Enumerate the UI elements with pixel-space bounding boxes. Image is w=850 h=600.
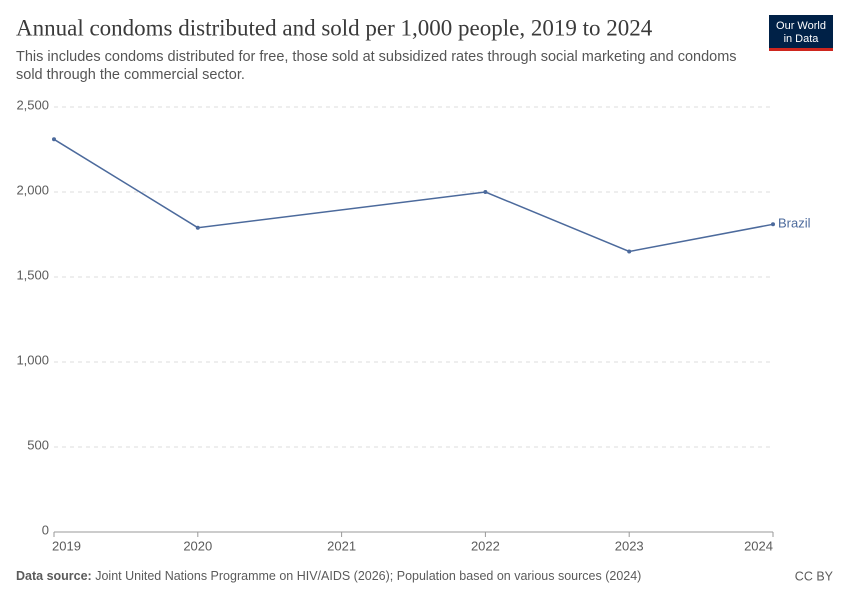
y-tick-label: 2,000: [16, 182, 49, 197]
data-point: [627, 249, 632, 254]
y-tick-label: 1,500: [16, 267, 49, 282]
source: Data source: Joint United Nations Progra…: [16, 569, 641, 583]
source-label: Data source:: [16, 569, 92, 583]
x-tick-label: 2020: [183, 538, 212, 553]
y-tick-label: 0: [42, 522, 49, 537]
chart-title: Annual condoms distributed and sold per …: [16, 15, 653, 40]
logo-text: in Data: [784, 33, 820, 45]
logo-bar: [769, 48, 833, 51]
y-tick-label: 1,000: [16, 352, 49, 367]
x-tick-label: 2019: [52, 538, 81, 553]
x-tick-label: 2022: [471, 538, 500, 553]
y-tick-label: 500: [27, 437, 49, 452]
source-text: Joint United Nations Programme on HIV/AI…: [95, 569, 641, 583]
logo-text: Our World: [776, 20, 826, 32]
subtitle-box: This includes condoms distributed for fr…: [16, 49, 737, 83]
logo-bg: [769, 15, 833, 50]
series-line: [53, 138, 774, 253]
x-tick-label: 2024: [744, 538, 773, 553]
y-tick-label: 2,500: [16, 97, 49, 112]
data-point: [195, 225, 200, 230]
series-label: Brazil: [778, 216, 811, 231]
x-tick-label: 2021: [327, 538, 356, 553]
data-point: [52, 137, 56, 142]
chart-subtitle: This includes condoms distributed for fr…: [16, 49, 737, 83]
license: CC BY: [795, 569, 834, 583]
logo: Our World in Data: [769, 15, 833, 51]
data-point: [483, 190, 488, 194]
data-point: [771, 222, 775, 227]
x-tick-label: 2023: [615, 538, 644, 553]
